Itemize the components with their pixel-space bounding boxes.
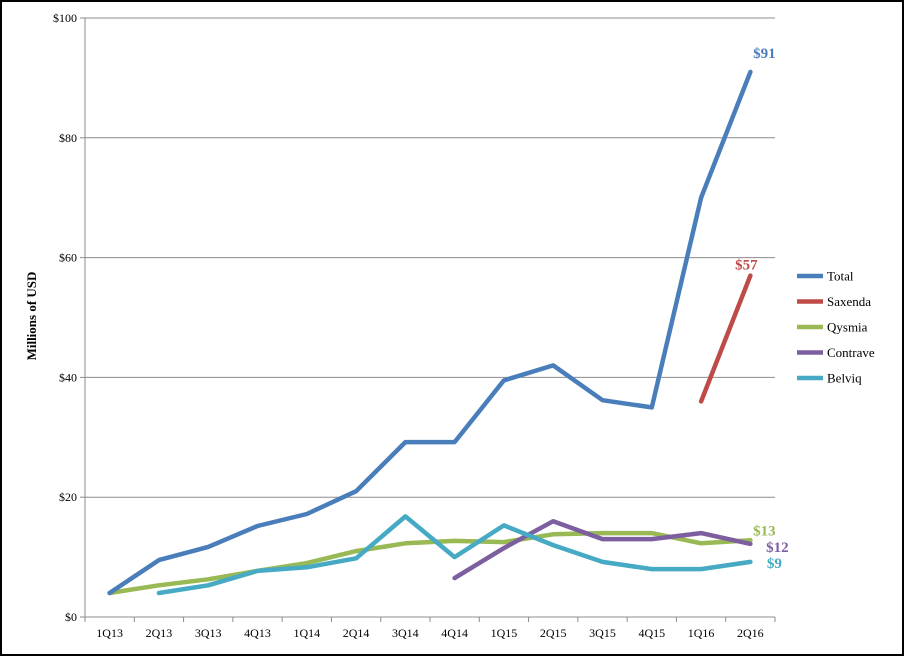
legend: Total Saxenda Qysmia Contrave Belviq <box>797 269 875 386</box>
data-point-contrave <box>453 576 457 580</box>
data-point-qysmia <box>699 541 703 545</box>
data-point-qysmia <box>453 539 457 543</box>
gridlines <box>85 17 775 498</box>
data-point-belviq <box>650 567 654 571</box>
data-point-belviq <box>502 523 506 527</box>
data-point-total <box>601 398 605 402</box>
series-line-saxenda <box>698 273 753 404</box>
series-lines <box>107 69 753 596</box>
data-point-total <box>157 558 161 562</box>
data-point-belviq <box>157 591 161 595</box>
data-point-qysmia <box>206 577 210 581</box>
data-point-saxenda <box>748 274 752 278</box>
x-tick-label: 1Q16 <box>688 626 715 640</box>
data-point-qysmia <box>601 531 605 535</box>
data-point-belviq <box>601 560 605 564</box>
data-point-total <box>453 440 457 444</box>
data-point-belviq <box>699 567 703 571</box>
y-tick-label: $60 <box>59 251 77 265</box>
data-point-belviq <box>256 569 260 573</box>
data-point-total <box>551 363 555 367</box>
data-point-total <box>206 545 210 549</box>
y-axis-label: Millions of USD <box>24 272 39 361</box>
x-tick-label: 2Q16 <box>737 626 764 640</box>
data-point-qysmia <box>305 561 309 565</box>
x-tick-label: 4Q13 <box>244 626 271 640</box>
end-label-belviq: $9 <box>767 556 782 572</box>
data-point-contrave <box>748 542 752 546</box>
x-tick-label: 3Q15 <box>589 626 616 640</box>
x-tick-label: 1Q13 <box>96 626 123 640</box>
data-point-total <box>650 405 654 409</box>
data-point-qysmia <box>502 540 506 544</box>
x-tick-label: 3Q14 <box>392 626 419 640</box>
x-tick-label: 4Q15 <box>638 626 665 640</box>
data-point-belviq <box>305 565 309 569</box>
x-tick-label: 4Q14 <box>441 626 468 640</box>
data-point-contrave <box>551 519 555 523</box>
data-point-contrave <box>650 537 654 541</box>
y-tick-label: $20 <box>59 490 77 504</box>
x-tick-label: 2Q15 <box>540 626 567 640</box>
x-axis-ticks: 1Q13 2Q13 3Q13 4Q13 1Q14 2Q14 3Q14 4Q14 1Q15 2Q15… <box>84 617 776 640</box>
data-point-saxenda <box>699 399 703 403</box>
data-point-contrave <box>502 546 506 550</box>
end-label-saxenda: $57 <box>735 258 758 274</box>
data-point-total <box>699 196 703 200</box>
x-tick-label: 1Q15 <box>491 626 518 640</box>
legend-label-contrave: Contrave <box>827 345 875 360</box>
data-point-total <box>403 440 407 444</box>
end-value-labels: $91 $57 $13$12$9 <box>735 46 789 572</box>
x-tick-label: 3Q13 <box>195 626 222 640</box>
data-point-total <box>354 489 358 493</box>
series-line-contrave <box>452 518 753 581</box>
data-point-total <box>108 591 112 595</box>
end-label-total: $91 <box>753 46 776 62</box>
data-point-qysmia <box>157 583 161 587</box>
y-tick-label: $0 <box>65 610 77 624</box>
y-tick-label: $100 <box>53 11 77 25</box>
data-point-total <box>305 512 309 516</box>
x-tick-label: 2Q13 <box>146 626 173 640</box>
y-tick-label: $80 <box>59 131 77 145</box>
data-point-belviq <box>206 583 210 587</box>
data-point-total <box>748 70 752 74</box>
legend-label-qysmia: Qysmia <box>827 320 868 335</box>
series-line-total <box>107 69 753 596</box>
legend-label-total: Total <box>827 269 854 284</box>
end-label-contrave: $12 <box>766 540 789 556</box>
legend-label-saxenda: Saxenda <box>827 294 871 309</box>
data-point-belviq <box>551 543 555 547</box>
y-tick-label: $40 <box>59 370 77 384</box>
data-point-belviq <box>453 555 457 559</box>
end-label-qysmia: $13 <box>753 523 776 539</box>
y-axis-ticks: $0 $20 $40 $60 $80 $100 <box>53 11 85 624</box>
data-point-qysmia <box>403 541 407 545</box>
series-line-belviq <box>156 514 753 596</box>
data-point-total <box>502 378 506 382</box>
data-point-total <box>256 524 260 528</box>
data-point-qysmia <box>650 531 654 535</box>
data-point-belviq <box>748 560 752 564</box>
data-point-belviq <box>354 556 358 560</box>
x-tick-label: 2Q14 <box>343 626 370 640</box>
data-point-qysmia <box>551 532 555 536</box>
series-line-qysmia <box>107 530 753 596</box>
legend-label-belviq: Belviq <box>827 371 862 386</box>
x-tick-label: 1Q14 <box>293 626 320 640</box>
data-point-contrave <box>601 537 605 541</box>
data-point-belviq <box>403 514 407 518</box>
data-point-contrave <box>699 531 703 535</box>
data-point-qysmia <box>354 549 358 553</box>
